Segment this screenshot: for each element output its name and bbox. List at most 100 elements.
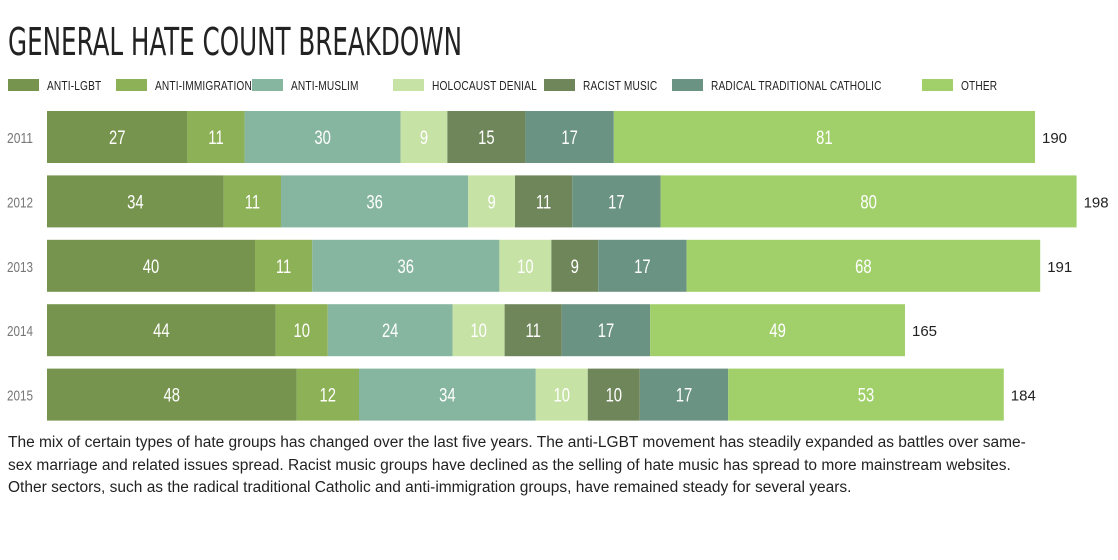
segment-value-label: 36: [398, 256, 414, 277]
legend-item: ANTI-IMMIGRATION: [116, 76, 279, 94]
bar-segment: [400, 111, 448, 163]
total-label: 198: [1084, 194, 1109, 211]
bar-segment: [686, 239, 1041, 292]
legend-swatch: [544, 79, 575, 91]
segment-value-label: 17: [634, 256, 650, 277]
segment-value-label: 11: [208, 127, 223, 148]
segment-value-label: 9: [571, 256, 579, 277]
bar-segment: [359, 368, 536, 421]
bar-segment: [613, 111, 1035, 163]
segment-value-label: 53: [858, 385, 874, 406]
segment-value-label: 17: [561, 127, 577, 148]
segment-value-label: 15: [478, 127, 494, 148]
legend-label: OTHER: [961, 77, 998, 93]
segment-value-label: 48: [164, 385, 180, 406]
legend-label: RACIST MUSIC: [583, 77, 658, 93]
bar-segment: [551, 239, 599, 292]
legend-label: ANTI-MUSLIM: [291, 77, 359, 93]
bar-segment: [327, 304, 453, 357]
legend-label: ANTI-IMMIGRATION: [155, 77, 252, 93]
bar-segment: [296, 368, 359, 421]
segment-value-label: 80: [860, 192, 876, 213]
segment-value-label: 11: [245, 192, 260, 213]
segment-value-label: 9: [487, 192, 495, 213]
bar-segment: [587, 368, 640, 421]
legend-swatch: [252, 79, 283, 91]
legend-swatch: [8, 79, 39, 91]
bar-segment: [187, 111, 245, 163]
segment-value-label: 17: [676, 385, 692, 406]
segment-value-label: 11: [526, 320, 541, 341]
segment-value-label: 34: [127, 192, 143, 213]
year-label: 2013: [7, 259, 33, 276]
legend-swatch: [393, 79, 424, 91]
segment-value-label: 49: [769, 320, 785, 341]
segment-value-label: 81: [816, 127, 832, 148]
bar-segment: [728, 368, 1004, 421]
legend-item: RACIST MUSIC: [544, 76, 678, 94]
segment-value-label: 34: [439, 385, 455, 406]
stacked-bar-chart: 2011 27 11 30 9 15 17 81 190 2012 34 11 36 9 11 17 80 198…: [7, 111, 1109, 421]
segment-value-label: 40: [143, 256, 159, 277]
total-label: 190: [1042, 130, 1067, 147]
segment-value-label: 10: [294, 320, 310, 341]
legend-item: RADICAL TRADITIONAL CATHOLIC: [672, 76, 930, 94]
bar-segment: [47, 239, 255, 292]
year-label: 2014: [7, 323, 33, 340]
legend-swatch: [116, 79, 147, 91]
segment-value-label: 12: [320, 385, 336, 406]
year-label: 2015: [7, 388, 33, 405]
legend-swatch: [922, 79, 953, 91]
segment-value-label: 11: [276, 256, 291, 277]
legend-swatch: [672, 79, 703, 91]
segment-value-label: 24: [382, 320, 398, 341]
segment-value-label: 36: [366, 192, 382, 213]
bar-segment: [515, 175, 573, 228]
bar-segment: [275, 304, 328, 357]
bar-segment: [639, 368, 729, 421]
bar-segment: [561, 304, 651, 357]
segment-value-label: 9: [420, 127, 428, 148]
legend-label: ANTI-LGBT: [47, 77, 102, 93]
segment-value-label: 10: [517, 256, 533, 277]
legend-label: RADICAL TRADITIONAL CATHOLIC: [711, 77, 882, 93]
bar-segment: [650, 304, 905, 357]
bar-segment: [244, 111, 401, 163]
legend: ANTI-LGBT ANTI-IMMIGRATION ANTI-MUSLIM HOLO…: [8, 76, 1108, 94]
segment-value-label: 44: [153, 320, 169, 341]
bar-segment: [598, 239, 687, 292]
total-label: 184: [1011, 388, 1036, 405]
segment-value-label: 68: [855, 256, 871, 277]
segment-value-label: 10: [470, 320, 486, 341]
bar-segment: [525, 111, 614, 163]
segment-value-label: 17: [598, 320, 614, 341]
bar-segment: [504, 304, 562, 357]
bar-segment: [281, 175, 469, 228]
bar-segment: [499, 239, 552, 292]
segment-value-label: 17: [608, 192, 624, 213]
bar-segment: [535, 368, 588, 421]
total-label: 165: [912, 323, 937, 340]
legend-label: HOLOCAUST DENIAL: [432, 77, 537, 93]
bar-segment: [447, 111, 526, 163]
segment-value-label: 10: [554, 385, 570, 406]
bar-segment: [660, 175, 1077, 228]
bar-segment: [47, 304, 276, 357]
segment-value-label: 11: [536, 192, 551, 213]
year-label: 2012: [7, 194, 33, 211]
bar-segment: [47, 368, 297, 421]
bar-segment: [255, 239, 313, 292]
legend-item: ANTI-MUSLIM: [252, 76, 378, 94]
year-label: 2011: [7, 130, 33, 147]
legend-item: HOLOCAUST DENIAL: [393, 76, 566, 94]
bar-segment: [312, 239, 500, 292]
bar-segment: [47, 175, 224, 228]
legend-item: OTHER: [922, 76, 1008, 94]
chart-caption: The mix of certain types of hate groups …: [8, 434, 1026, 496]
legend-item: ANTI-LGBT: [8, 76, 117, 94]
bar-segment: [468, 175, 515, 228]
chart-title: GENERAL HATE COUNT BREAKDOWN: [8, 20, 462, 64]
bar-segment: [47, 111, 188, 163]
segment-value-label: 10: [606, 385, 622, 406]
segment-value-label: 27: [109, 127, 125, 148]
